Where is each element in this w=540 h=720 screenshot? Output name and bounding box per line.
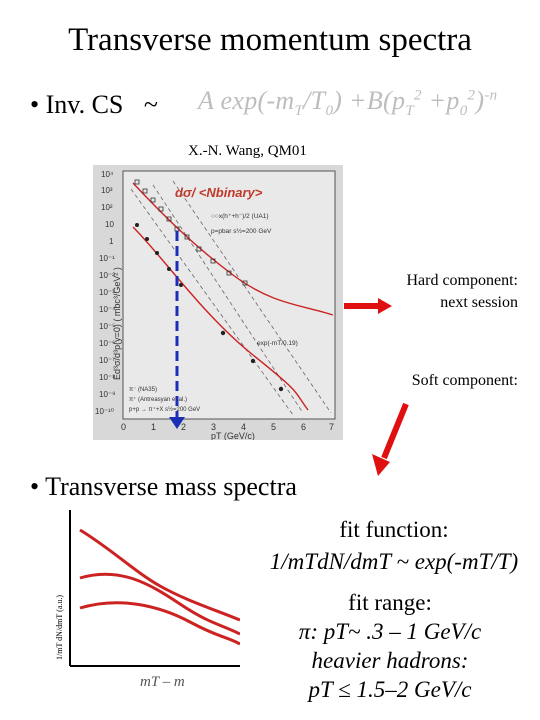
plot-header: dσ/ <Nbinary> (175, 185, 263, 200)
plot-frame (122, 170, 336, 420)
x-tick: 4 (241, 422, 246, 432)
fit-range-block: fit range: π: pT~ .3 – 1 GeV/c heavier h… (260, 588, 520, 704)
x-tick: 1 (151, 422, 156, 432)
x-axis-label: pT (GeV/c) (211, 431, 255, 440)
data-points-ua1 (134, 179, 248, 286)
x-ticks: 0 1 2 3 4 5 6 7 (121, 422, 334, 432)
y-tick: 10² (101, 203, 113, 212)
y-tick: 10⁻⁹ (99, 390, 116, 399)
mt-x-label: mT – m (140, 674, 185, 688)
x-tick: 5 (271, 422, 276, 432)
formula-part: 0 (325, 103, 334, 120)
y-tick: 10⁻⁸ (99, 373, 116, 382)
y-tick: 10⁻⁷ (99, 356, 115, 365)
y-tick: 10⁻⁵ (99, 322, 115, 331)
y-axis-label: Ed³σ/d³p(y=0) ( mbc³/GeV² ) (112, 267, 122, 380)
x-tick: 2 (181, 422, 186, 432)
bullet-transverse-mass: • Transverse mass spectra (30, 472, 297, 501)
fit-function-formula: 1/mTdN/dmT ~ exp(-mT/T) (269, 549, 519, 574)
formula-part: A exp(-m (198, 86, 295, 115)
mt-y-label: 1/mT dN/dmT (a.u.) (55, 595, 64, 660)
ref-dashed-line (172, 180, 332, 414)
hard-component-label: Hard component: (406, 272, 518, 289)
fit-range-heavy-value: pT ≤ 1.5–2 GeV/c (308, 677, 472, 702)
cut-marker-arrowhead (169, 417, 185, 429)
y-tick: 10³ (101, 186, 113, 195)
formula-part: ) (475, 86, 485, 115)
y-tick: 10 (105, 220, 114, 229)
y-tick: 10⁻² (99, 271, 115, 280)
formula-part: -n (484, 87, 498, 104)
fit-function-label: fit function: (339, 517, 449, 542)
credit-citation: X.-N. Wang, QM01 (188, 143, 307, 159)
y-ticks: 10⁴ 10³ 10² 10 1 10⁻¹ 10⁻² 10⁻³ 10⁻⁴ 10⁻… (95, 170, 116, 416)
down-left-arrow-icon (372, 402, 409, 476)
bullet-inv-cs-text: • Inv. CS (30, 90, 124, 119)
mt-spectrum-curve (79, 528, 240, 622)
legend-entry: ○○x(h⁺+h⁻)/2 (UA1) (211, 213, 269, 220)
soft-fit-curve (132, 226, 309, 411)
y-tick: 10⁻¹ (99, 254, 115, 263)
formula-part: 2 (413, 87, 422, 104)
formula-part: +p (421, 86, 460, 115)
x-tick: 3 (211, 422, 216, 432)
formula-part: /T (303, 86, 326, 115)
x-tick: 0 (121, 422, 126, 432)
mt-spectrum-curve (79, 572, 240, 636)
legend-entry: p+p → π⁺+X s½=200 GeV (129, 406, 200, 413)
formula-part: T (294, 103, 304, 120)
y-tick: 10⁴ (101, 170, 114, 179)
tilde: ~ (143, 90, 158, 119)
legend-entry: π⁻ (NA35) (129, 387, 157, 393)
right-arrow-icon (344, 298, 392, 314)
slide-title: Transverse momentum spectra (68, 22, 472, 58)
exp-annotation: exp(-mT/0.19) (257, 340, 298, 347)
fit-range-pion: π: pT~ .3 – 1 GeV/c (298, 619, 482, 644)
fit-range-heavy-label: heavier hadrons: (311, 648, 469, 673)
mt-spectrum-curve (79, 601, 240, 646)
y-tick: 10⁻⁴ (99, 305, 116, 314)
y-tick: 10⁻⁶ (99, 339, 115, 348)
mt-schematic-plot: 1/mT dN/dmT (a.u.) mT – m (55, 510, 240, 688)
hard-component-note: Hard component: next session (360, 270, 518, 314)
legend-entry: π⁺ (Antreasyan et al.) (129, 396, 187, 403)
data-points-pion (135, 223, 284, 392)
fit-formula: A exp(-mT/T0) +B(pT2 +p02)-n (198, 86, 497, 120)
soft-component-label: Soft component: (411, 372, 518, 389)
pt-spectra-plot: 10⁴ 10³ 10² 10 1 10⁻¹ 10⁻² 10⁻³ 10⁻⁴ 10⁻… (93, 165, 343, 440)
formula-part: ) +B(p (333, 86, 406, 115)
y-tick: 10⁻³ (99, 288, 115, 297)
x-tick: 6 (301, 422, 306, 432)
x-tick: 7 (329, 422, 334, 432)
hard-component-sub: next session (440, 294, 518, 311)
fit-range-label: fit range: (348, 590, 432, 615)
formula-part: T (405, 103, 414, 120)
formula-part: 2 (467, 87, 476, 104)
formula-part: 0 (459, 103, 468, 120)
legend-bottom: π⁻ (NA35) π⁺ (Antreasyan et al.) p+p → π… (129, 387, 200, 413)
legend-entry: p=pbar s½=200 GeV (211, 227, 272, 235)
y-tick: 1 (109, 237, 114, 246)
hard-fit-curve (132, 182, 334, 316)
fit-function-block: fit function: 1/mTdN/dmT ~ exp(-mT/T) (250, 514, 538, 578)
bullet-inv-cs: • Inv. CS ~ (30, 90, 158, 120)
y-tick: 10⁻¹⁰ (95, 407, 114, 416)
ref-dashed-line (130, 188, 294, 416)
